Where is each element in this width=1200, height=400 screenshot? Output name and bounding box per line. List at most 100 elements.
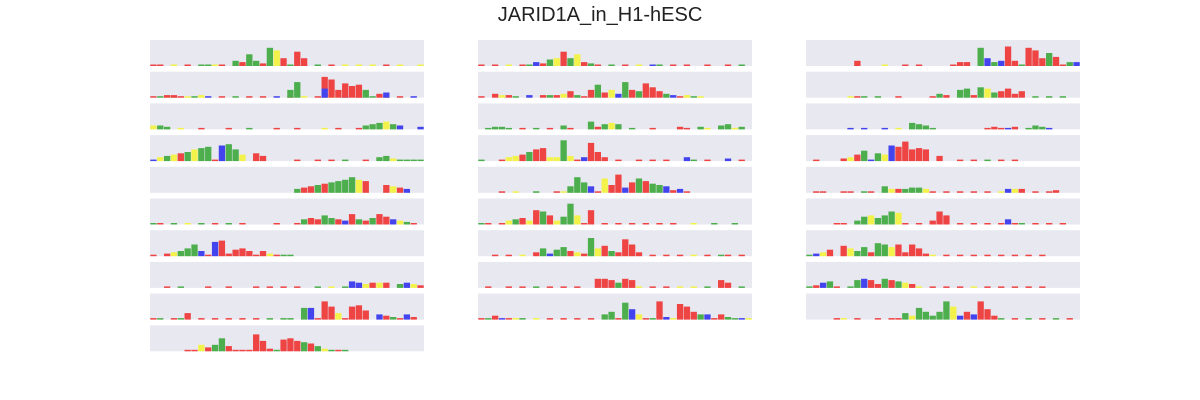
facet-panel bbox=[478, 230, 752, 257]
panel-background bbox=[478, 40, 752, 66]
bar-t bbox=[1046, 223, 1053, 225]
bar-a bbox=[225, 223, 232, 225]
bar-a bbox=[342, 349, 349, 352]
bar-t bbox=[581, 223, 588, 225]
bar-a bbox=[519, 318, 526, 320]
bar-t bbox=[478, 96, 485, 98]
bar-t bbox=[170, 95, 178, 98]
bar-a bbox=[943, 301, 950, 320]
bar-t bbox=[738, 254, 745, 257]
bar-t bbox=[232, 349, 239, 352]
bar-g bbox=[929, 254, 936, 257]
bar-t bbox=[150, 254, 157, 257]
bar-a bbox=[184, 248, 191, 257]
bar-g bbox=[342, 64, 349, 66]
bar-a bbox=[376, 157, 383, 162]
bar-g bbox=[594, 248, 602, 257]
facet-panel bbox=[806, 293, 1080, 320]
bar-a bbox=[280, 318, 287, 320]
bar-t bbox=[560, 51, 567, 66]
bar-c bbox=[376, 314, 383, 320]
bar-t bbox=[485, 286, 492, 288]
bar-t bbox=[1039, 318, 1046, 320]
bar-a bbox=[738, 126, 745, 130]
bar-t bbox=[943, 286, 950, 288]
bar-t bbox=[943, 191, 950, 193]
facet-panel bbox=[150, 135, 424, 162]
bar-g bbox=[574, 252, 581, 257]
bar-t bbox=[362, 310, 369, 320]
bar-t bbox=[833, 286, 840, 288]
bar-c bbox=[615, 93, 622, 98]
bar-t bbox=[362, 159, 369, 162]
bar-a bbox=[936, 93, 943, 98]
bar-t bbox=[335, 127, 342, 130]
bar-a bbox=[929, 315, 936, 320]
bar-t bbox=[321, 183, 328, 193]
bar-g bbox=[560, 191, 567, 193]
bar-g bbox=[355, 64, 363, 66]
bar-t bbox=[280, 339, 287, 352]
bar-t bbox=[1011, 286, 1019, 288]
bar-t bbox=[738, 159, 745, 162]
bar-a bbox=[225, 144, 232, 162]
bar-t bbox=[984, 254, 991, 257]
bar-c bbox=[410, 96, 417, 98]
bar-t bbox=[922, 253, 930, 257]
bar-a bbox=[874, 96, 882, 98]
bar-a bbox=[718, 125, 725, 130]
bar-t bbox=[956, 159, 964, 162]
bar-t bbox=[1011, 93, 1019, 98]
bar-a bbox=[191, 96, 198, 98]
panel-background bbox=[478, 103, 752, 130]
bar-t bbox=[670, 223, 677, 225]
bar-a bbox=[287, 89, 294, 98]
bar-t bbox=[587, 142, 595, 162]
bar-t bbox=[813, 159, 820, 162]
bar-t bbox=[936, 211, 943, 225]
bar-t bbox=[369, 282, 376, 288]
bar-t bbox=[553, 191, 560, 193]
bar-a bbox=[512, 219, 519, 225]
bar-t bbox=[970, 159, 977, 162]
bar-t bbox=[1066, 318, 1073, 320]
bar-t bbox=[355, 84, 363, 98]
bar-t bbox=[150, 318, 157, 320]
bar-a bbox=[232, 96, 239, 98]
panel-background bbox=[806, 293, 1080, 320]
bar-a bbox=[1052, 318, 1060, 320]
bar-t bbox=[984, 127, 991, 130]
bar-t bbox=[225, 286, 232, 288]
bar-a bbox=[628, 127, 636, 130]
bar-t bbox=[683, 127, 691, 130]
bar-a bbox=[594, 84, 602, 98]
bar-c bbox=[819, 282, 827, 288]
bar-t bbox=[239, 62, 246, 66]
bar-t bbox=[991, 126, 998, 130]
bar-t bbox=[294, 159, 301, 162]
bar-a bbox=[383, 155, 390, 162]
panel-background bbox=[150, 103, 424, 130]
bar-g bbox=[335, 313, 342, 320]
bar-a bbox=[184, 152, 191, 162]
bar-g bbox=[150, 125, 157, 130]
facet-panel bbox=[150, 103, 424, 130]
bar-t bbox=[956, 191, 964, 193]
bar-a bbox=[362, 89, 369, 98]
bar-a bbox=[991, 62, 998, 66]
bar-t bbox=[519, 218, 526, 225]
bar-t bbox=[491, 254, 499, 257]
panel-background bbox=[150, 230, 424, 257]
bar-a bbox=[335, 181, 342, 193]
bar-c bbox=[1004, 127, 1012, 130]
bar-a bbox=[622, 82, 629, 98]
bar-t bbox=[909, 149, 916, 162]
bar-t bbox=[1025, 254, 1032, 257]
bar-t bbox=[1032, 223, 1039, 225]
bar-c bbox=[1004, 219, 1012, 225]
bar-a bbox=[211, 344, 219, 352]
bar-t bbox=[936, 155, 943, 162]
bar-t bbox=[259, 251, 267, 257]
bar-t bbox=[533, 210, 540, 225]
facet-panel bbox=[478, 293, 752, 320]
